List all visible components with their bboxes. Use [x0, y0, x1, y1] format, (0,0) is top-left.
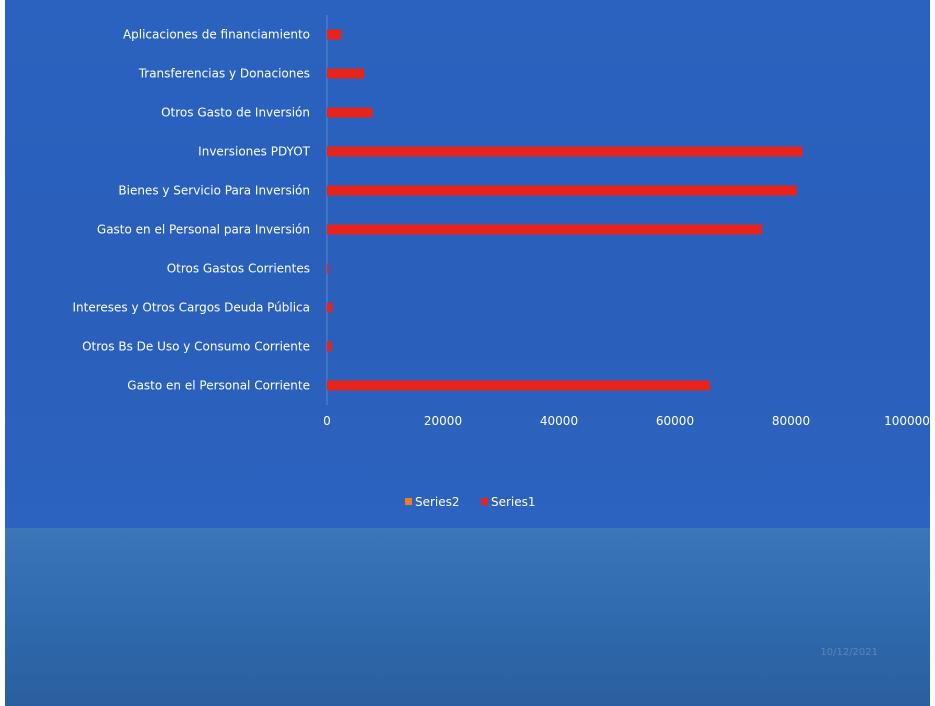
bar-series1 — [327, 29, 342, 40]
category-label: Otros Gastos Corrientes — [167, 262, 310, 276]
category-label: Gasto en el Personal para Inversión — [97, 223, 310, 237]
category-label: Transferencias y Donaciones — [138, 67, 310, 81]
category-label: Bienes y Servicio Para Inversión — [118, 184, 310, 198]
category-label: Otros Bs De Uso y Consumo Corriente — [82, 340, 310, 354]
bar-series1 — [327, 185, 797, 196]
legend-label: Series1 — [491, 495, 536, 509]
bar-series1 — [327, 341, 332, 352]
x-tick-label: 100000 — [884, 414, 930, 428]
bar-series1 — [327, 263, 329, 274]
category-label: Inversiones PDYOT — [198, 145, 310, 159]
bar-series1 — [327, 146, 803, 157]
category-label: Gasto en el Personal Corriente — [127, 379, 310, 393]
bar-series1 — [327, 224, 762, 235]
bar-series1 — [327, 68, 365, 79]
x-tick-label: 60000 — [656, 414, 694, 428]
category-label: Aplicaciones de financiamiento — [123, 28, 310, 42]
category-label: Otros Gasto de Inversión — [161, 106, 310, 120]
legend-swatch — [481, 498, 488, 505]
bar-series1 — [327, 107, 373, 118]
x-tick-label: 40000 — [540, 414, 578, 428]
footer-band: 10/12/2021 — [5, 528, 930, 706]
bar-series1 — [327, 302, 333, 313]
category-label: Intereses y Otros Cargos Deuda Pública — [73, 301, 311, 315]
x-tick-label: 80000 — [772, 414, 810, 428]
chart-panel: Gasto en el Personal Corriente Otros Bs D… — [5, 0, 930, 528]
x-tick-label: 20000 — [424, 414, 462, 428]
bar-series1 — [327, 380, 710, 391]
legend-label: Series2 — [415, 495, 460, 509]
legend-swatch — [405, 498, 412, 505]
bar-chart: Gasto en el Personal Corriente Otros Bs D… — [73, 15, 930, 509]
x-tick-label: 0 — [323, 414, 331, 428]
footer-date: 10/12/2021 — [820, 647, 878, 658]
